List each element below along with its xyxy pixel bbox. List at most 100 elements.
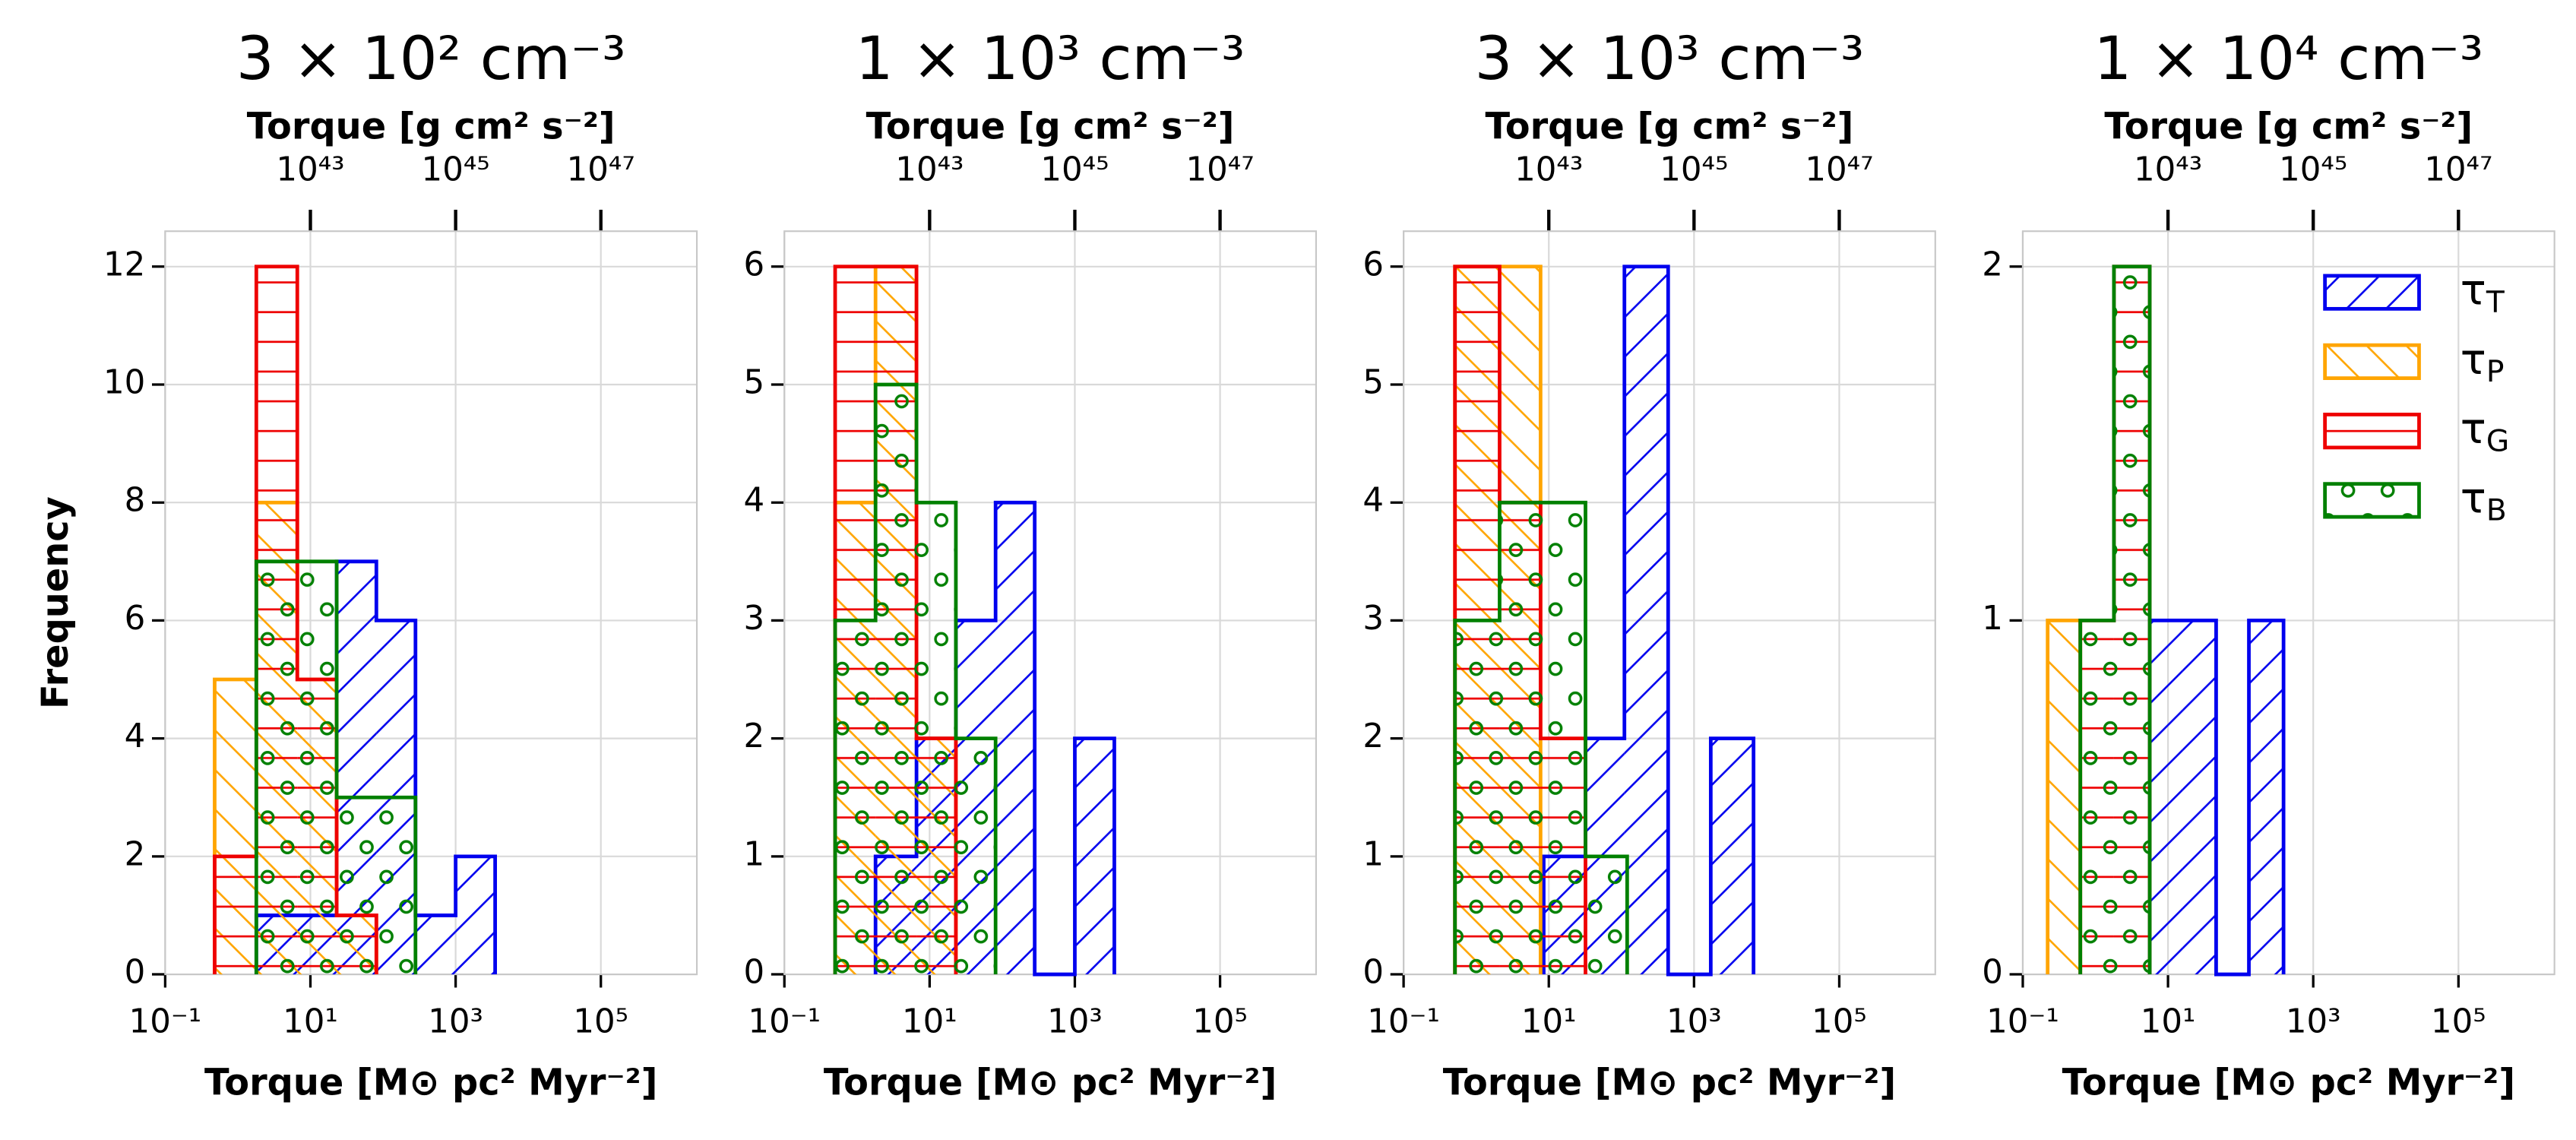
y-tick-label: 2 bbox=[125, 835, 146, 873]
x-axis-label: Torque [M⊙ pc² Myr⁻²] bbox=[824, 1062, 1277, 1104]
top-tick-label: 10⁴³ bbox=[895, 150, 964, 188]
y-tick-label: 6 bbox=[744, 245, 765, 283]
panel-title: 1 × 10⁴ cm⁻³ bbox=[2094, 24, 2484, 93]
hist-outline bbox=[2078, 264, 2152, 975]
x-tick-label: 10⁵ bbox=[1192, 1003, 1248, 1041]
panel-title: 3 × 10² cm⁻³ bbox=[236, 24, 626, 93]
legend-label: τB bbox=[2460, 473, 2507, 527]
top-tick-label: 10⁴³ bbox=[276, 150, 344, 188]
y-tick-label: 3 bbox=[744, 600, 765, 638]
y-tick-label: 12 bbox=[103, 245, 145, 283]
y-tick-label: 5 bbox=[1362, 363, 1384, 401]
y-tick-label: 6 bbox=[125, 600, 146, 638]
legend-swatch bbox=[2323, 274, 2421, 311]
y-tick-label: 10 bbox=[103, 363, 145, 401]
y-tick-label: 1 bbox=[1362, 835, 1384, 873]
series-group bbox=[1453, 500, 1629, 975]
hist-bar bbox=[455, 856, 495, 975]
hist-bar bbox=[376, 797, 416, 975]
x-tick-label: 10⁻¹ bbox=[129, 1003, 202, 1041]
legend-label: τP bbox=[2460, 334, 2505, 388]
top-axis-label: Torque [g cm² s⁻²] bbox=[1486, 106, 1854, 147]
top-tick-label: 10⁴³ bbox=[2134, 150, 2202, 188]
y-tick-label: 0 bbox=[125, 954, 146, 992]
x-tick-label: 10³ bbox=[1047, 1003, 1103, 1041]
x-tick-label: 10⁻¹ bbox=[1986, 1003, 2059, 1041]
hist-bar bbox=[214, 856, 257, 975]
top-tick-label: 10⁴⁷ bbox=[2424, 150, 2492, 188]
legend-label: τG bbox=[2460, 404, 2509, 458]
y-tick-label: 5 bbox=[744, 363, 765, 401]
hist-bar bbox=[1499, 502, 1541, 975]
legend-label: τT bbox=[2460, 265, 2505, 319]
y-tick-label: 1 bbox=[1982, 600, 2003, 638]
hist-bar bbox=[875, 384, 917, 975]
top-tick-label: 10⁴⁵ bbox=[1660, 150, 1728, 188]
panel-title: 1 × 10³ cm⁻³ bbox=[856, 24, 1245, 93]
y-tick-label: 0 bbox=[744, 954, 765, 992]
x-axis-label: Torque [M⊙ pc² Myr⁻²] bbox=[204, 1062, 657, 1104]
hist-bar bbox=[1074, 738, 1115, 975]
top-tick-label: 10⁴⁵ bbox=[422, 150, 490, 188]
top-tick-label: 10⁴⁵ bbox=[1040, 150, 1109, 188]
hist-bar bbox=[916, 502, 956, 975]
x-tick-label: 10³ bbox=[2286, 1003, 2341, 1041]
series-group bbox=[254, 559, 418, 975]
y-axis-label: Frequency bbox=[35, 496, 77, 709]
hist-bar bbox=[2113, 266, 2150, 975]
x-tick-label: 10³ bbox=[1666, 1003, 1722, 1041]
x-tick-label: 10⁵ bbox=[573, 1003, 628, 1041]
series-group bbox=[833, 382, 998, 975]
hist-outline bbox=[1453, 500, 1629, 975]
y-tick-label: 4 bbox=[744, 482, 765, 520]
y-tick-label: 2 bbox=[1982, 245, 2003, 283]
series-group bbox=[2147, 619, 2286, 977]
hist-bar bbox=[835, 620, 876, 975]
axes-frame bbox=[2021, 230, 2555, 976]
hist-bar bbox=[995, 502, 1035, 975]
hist-bar bbox=[1540, 502, 1586, 975]
top-tick-label: 10⁴⁷ bbox=[1805, 150, 1873, 188]
top-axis-label: Torque [g cm² s⁻²] bbox=[247, 106, 616, 147]
hist-outline bbox=[833, 382, 998, 975]
hist-bar bbox=[256, 561, 298, 975]
y-tick-label: 3 bbox=[1362, 600, 1384, 638]
hist-bar bbox=[2150, 620, 2183, 975]
hist-outline bbox=[254, 559, 418, 975]
y-tick-label: 0 bbox=[1982, 954, 2003, 992]
top-axis-label: Torque [g cm² s⁻²] bbox=[866, 106, 1235, 147]
panel-title: 3 × 10³ cm⁻³ bbox=[1475, 24, 1865, 93]
hist-bar bbox=[2182, 620, 2217, 975]
hist-bar bbox=[1585, 856, 1628, 975]
hist-bar bbox=[2047, 620, 2081, 975]
hist-bar bbox=[1624, 266, 1669, 975]
x-tick-label: 10⁵ bbox=[1812, 1003, 1867, 1041]
top-tick-label: 10⁴³ bbox=[1514, 150, 1583, 188]
x-tick-label: 10¹ bbox=[2141, 1003, 2196, 1041]
hist-bar bbox=[1454, 620, 1500, 975]
hist-outline bbox=[2147, 619, 2286, 977]
y-tick-label: 4 bbox=[1362, 482, 1384, 520]
x-tick-label: 10³ bbox=[428, 1003, 483, 1041]
hist-bar bbox=[415, 915, 456, 975]
x-axis-label: Torque [M⊙ pc² Myr⁻²] bbox=[1443, 1062, 1896, 1104]
hist-bar bbox=[337, 797, 377, 975]
y-tick-label: 4 bbox=[125, 717, 146, 755]
y-tick-label: 2 bbox=[744, 717, 765, 755]
top-tick-label: 10⁴⁵ bbox=[2279, 150, 2347, 188]
x-tick-label: 10⁻¹ bbox=[1367, 1003, 1440, 1041]
x-axis-label: Torque [M⊙ pc² Myr⁻²] bbox=[2062, 1062, 2515, 1104]
hist-bar bbox=[297, 561, 337, 975]
x-tick-label: 10¹ bbox=[902, 1003, 957, 1041]
y-tick-label: 8 bbox=[125, 482, 146, 520]
y-tick-label: 0 bbox=[1362, 954, 1384, 992]
legend-swatch bbox=[2323, 343, 2421, 381]
top-tick-label: 10⁴⁷ bbox=[567, 150, 635, 188]
legend-swatch bbox=[2323, 482, 2421, 519]
top-tick-label: 10⁴⁷ bbox=[1186, 150, 1255, 188]
hist-bar bbox=[2080, 620, 2114, 975]
x-tick-label: 10⁻¹ bbox=[748, 1003, 821, 1041]
hist-bar bbox=[955, 738, 996, 975]
